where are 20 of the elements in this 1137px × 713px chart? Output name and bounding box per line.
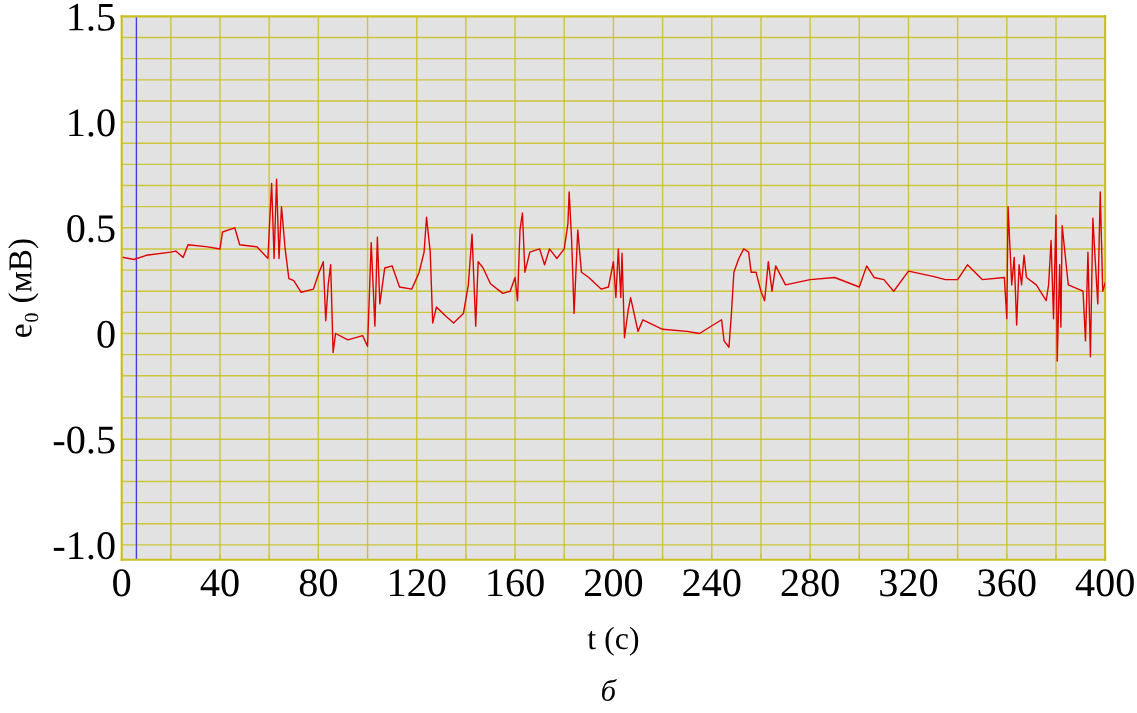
y-tick-label: -1.0 (53, 532, 115, 560)
x-tick-label: 320 (880, 569, 938, 597)
y-axis-title: e₀ (мВ) (8, 239, 39, 337)
x-tick-label: 400 (1075, 569, 1134, 597)
y-tick-label: 1.0 (69, 109, 115, 137)
text: б (601, 678, 617, 702)
y-tick-label: -0.5 (53, 426, 115, 454)
x-tick-label: 120 (390, 569, 446, 597)
x-tick-label: 280 (781, 569, 839, 597)
y-tick-label: 0 (97, 320, 115, 348)
line-series (122, 178, 1106, 362)
x-tick-label: 40 (200, 569, 239, 597)
x-tick-label: 200 (584, 569, 643, 597)
x-tick-label: 160 (488, 569, 544, 597)
y-tick-label: 0.5 (67, 214, 115, 243)
x-tick-label: 360 (978, 569, 1036, 597)
x-tick-label: 240 (683, 569, 741, 597)
y-tick-label: 1.5 (69, 3, 115, 31)
x-axis-title: t (c) (587, 626, 639, 656)
x-tick-label: 80 (299, 569, 337, 597)
